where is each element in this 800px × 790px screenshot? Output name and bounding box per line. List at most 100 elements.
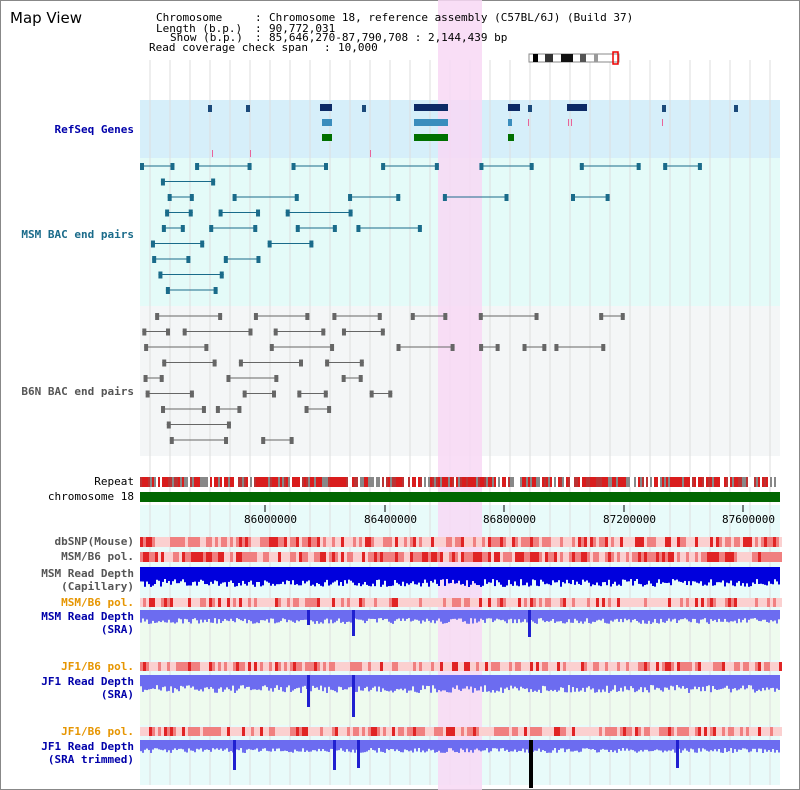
depth-bar xyxy=(264,675,266,686)
heat-cell xyxy=(383,727,386,736)
heat-cell xyxy=(230,598,233,607)
depth-bar xyxy=(762,610,764,620)
heat-cell xyxy=(617,552,620,562)
track-label-b6n-bac[interactable]: B6N BAC end pairs xyxy=(21,385,134,398)
heat-cell xyxy=(323,727,326,736)
track-label-jf1-depth-trimmed[interactable]: JF1 Read Depth xyxy=(41,740,134,753)
depth-bar xyxy=(198,740,200,750)
heat-cell xyxy=(440,537,443,547)
b6n-bac-end xyxy=(237,406,242,413)
track-label-repeat[interactable]: Repeat xyxy=(94,475,134,488)
heat-cell xyxy=(602,727,605,736)
depth-bar xyxy=(528,567,530,587)
depth-bar xyxy=(294,675,296,690)
track-label-msm-b6-pol[interactable]: MSM/B6 pol. xyxy=(61,550,134,563)
depth-bar xyxy=(188,610,190,623)
heat-cell xyxy=(377,727,380,736)
heat-cell xyxy=(557,727,560,736)
depth-bar xyxy=(362,740,364,753)
axis-tick-label: 86400000 xyxy=(364,513,417,526)
msm-bac-end xyxy=(323,163,328,170)
heat-cell xyxy=(482,598,485,607)
depth-bar xyxy=(718,675,720,690)
msm-bac-end xyxy=(579,163,584,170)
depth-bar xyxy=(576,567,578,582)
heat-cell xyxy=(686,727,689,736)
depth-bar xyxy=(544,610,546,623)
heat-cell xyxy=(149,727,152,736)
repeat-segment xyxy=(318,477,320,487)
heat-cell xyxy=(200,552,203,562)
depth-bar xyxy=(694,675,696,687)
heat-cell xyxy=(245,537,248,547)
track-label-msm-bac[interactable]: MSM BAC end pairs xyxy=(21,228,134,241)
depth-bar xyxy=(662,567,664,583)
depth-bar xyxy=(178,610,180,619)
track-label-msm-b6-pol-2[interactable]: MSM/B6 pol. xyxy=(61,596,134,609)
repeat-segment xyxy=(536,477,538,487)
track-label-jf1-b6-pol[interactable]: JF1/B6 pol. xyxy=(61,660,134,673)
heat-cell xyxy=(746,537,749,547)
depth-bar xyxy=(618,567,620,585)
depth-bar xyxy=(212,610,214,623)
heat-cell xyxy=(341,552,344,562)
heat-cell xyxy=(353,662,356,671)
depth-bar xyxy=(304,610,306,620)
depth-bar xyxy=(396,675,398,689)
depth-bar xyxy=(372,610,374,619)
track-label-dbsnp[interactable]: dbSNP(Mouse) xyxy=(54,535,134,548)
repeat-segment xyxy=(492,477,494,487)
heat-cell xyxy=(350,727,353,736)
track-label-jf1-b6-pol-2[interactable]: JF1/B6 pol. xyxy=(61,725,134,738)
depth-spike xyxy=(528,610,531,637)
depth-bar xyxy=(472,567,474,582)
repeat-segment xyxy=(572,477,574,487)
depth-bar xyxy=(164,567,166,580)
heat-cell xyxy=(719,727,722,736)
depth-bar xyxy=(496,740,498,749)
heat-cell xyxy=(629,662,632,671)
heat-cell xyxy=(692,537,695,547)
track-label-jf1-depth-sra[interactable]: JF1 Read Depth xyxy=(41,675,134,688)
heat-cell xyxy=(662,727,665,736)
repeat-segment xyxy=(478,477,480,487)
depth-bar xyxy=(468,610,470,624)
depth-bar xyxy=(706,675,708,687)
track-label-chromosome: chromosome 18 xyxy=(47,490,134,503)
depth-bar xyxy=(536,610,538,624)
depth-bar xyxy=(300,610,302,621)
heat-cell xyxy=(551,552,554,562)
track-label-msm-depth-sra[interactable]: MSM Read Depth xyxy=(41,610,134,623)
heat-cell xyxy=(236,727,239,736)
depth-bar xyxy=(474,675,476,689)
depth-bar xyxy=(490,610,492,619)
depth-bar xyxy=(736,740,738,752)
heat-cell xyxy=(188,552,191,562)
heat-cell xyxy=(494,598,497,607)
track-label-msm-depth-capillary[interactable]: MSM Read Depth xyxy=(41,567,134,580)
heat-cell xyxy=(605,537,608,547)
depth-bar xyxy=(694,567,696,582)
depth-bar xyxy=(302,567,304,581)
heat-cell xyxy=(689,537,692,547)
chromosome-key: Chromosome xyxy=(156,11,223,24)
heat-cell xyxy=(683,662,686,671)
depth-bar xyxy=(598,567,600,586)
heat-cell xyxy=(152,598,155,607)
heat-cell xyxy=(620,537,623,547)
heat-cell xyxy=(554,662,557,671)
heat-cell xyxy=(194,598,197,607)
heat-cell xyxy=(395,552,398,562)
heat-cell xyxy=(746,727,749,736)
depth-bar xyxy=(650,610,652,624)
track-label-refseq-genes[interactable]: RefSeq Genes xyxy=(54,123,134,136)
depth-bar xyxy=(310,740,312,752)
depth-bar xyxy=(678,675,680,688)
repeat-segment xyxy=(236,477,238,487)
heat-cell xyxy=(728,662,731,671)
depth-bar xyxy=(598,740,600,753)
heat-cell xyxy=(527,598,530,607)
heat-cell xyxy=(665,662,668,671)
depth-bar xyxy=(580,675,582,691)
